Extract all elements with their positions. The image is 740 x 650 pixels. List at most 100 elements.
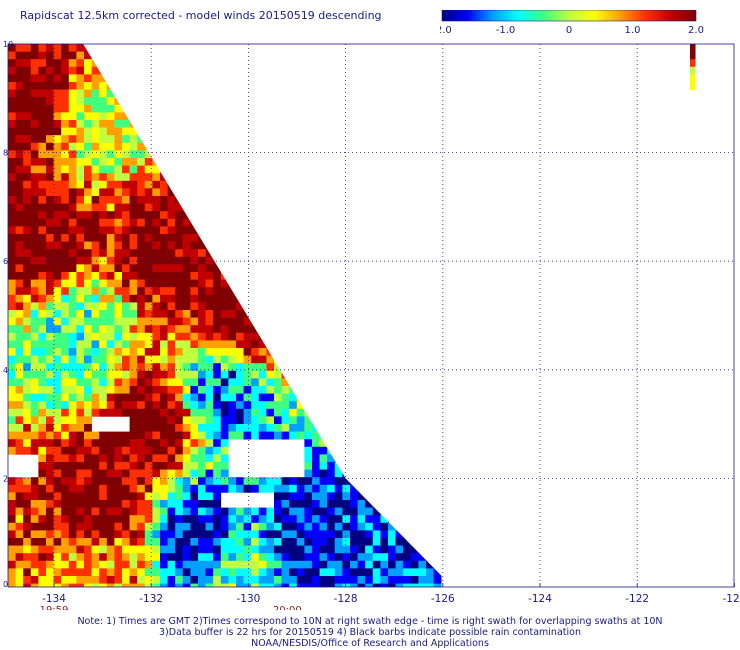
heatmap-cell [213,234,222,242]
heatmap-cell [76,553,85,562]
heatmap-cell [380,538,389,546]
heatmap-cell [418,112,427,121]
heatmap-cell [15,256,24,265]
heatmap-cell [38,51,47,60]
heatmap-cell [418,340,427,349]
heatmap-cell [713,59,721,67]
heatmap-cell [426,272,434,280]
heatmap-cell [289,500,298,508]
heatmap-cell [418,203,427,212]
heatmap-cell [144,264,153,273]
heatmap-cell [258,256,267,265]
heatmap-cell [8,310,16,318]
heatmap-cell [410,348,419,356]
heatmap-cell [243,317,252,326]
heatmap-cell [350,340,358,349]
heatmap-cell [167,332,176,341]
heatmap-cell [289,218,298,227]
heatmap-cell [274,82,282,90]
heatmap-cell [243,104,252,113]
heatmap-cell [426,150,434,159]
heatmap-cell [380,59,389,68]
heatmap-cell [410,127,419,136]
heatmap-cell [122,378,130,387]
heatmap-cell [84,256,92,265]
heatmap-cell [372,112,381,121]
heatmap-cell [114,538,123,546]
heatmap-cell [296,173,305,182]
heatmap-cell [84,294,92,303]
heatmap-cell [350,158,358,166]
heatmap-cell [106,454,115,463]
heatmap-cell [53,560,62,569]
heatmap-cell [426,515,434,524]
heatmap-cell [380,522,389,531]
heatmap-cell [129,310,138,318]
heatmap-cell [129,325,138,334]
heatmap-cell [38,241,47,250]
heatmap-cell [106,51,115,60]
heatmap-cell [23,256,32,265]
heatmap-cell [182,469,191,478]
heatmap-cell [152,287,161,296]
heatmap-cell [8,241,16,250]
heatmap-cell [152,416,161,425]
heatmap-cell [228,249,237,258]
heatmap-cell [296,515,305,524]
heatmap-cell [99,545,108,554]
heatmap-cell [388,89,396,98]
heatmap-cell [137,127,146,136]
heatmap-cell [213,264,222,273]
heatmap-cell [426,211,434,220]
heatmap-cell [258,241,267,250]
heatmap-cell [175,256,184,265]
heatmap-cell [403,431,412,440]
heatmap-cell [388,408,396,417]
heatmap-cell [236,188,244,197]
heatmap-cell [213,188,222,197]
heatmap-cell [350,454,358,463]
heatmap-cell [296,112,305,121]
heatmap-cell [304,66,313,75]
heatmap-cell [350,180,358,189]
heatmap-cell [99,256,108,265]
heatmap-cell [403,44,412,52]
heatmap-cell [190,218,199,227]
heatmap-cell [380,325,389,334]
heatmap-cell [205,127,214,136]
heatmap-cell [426,545,434,554]
heatmap-cell [30,378,39,387]
heatmap-cell [99,538,108,546]
heatmap-cell [350,401,358,410]
heatmap-cell [84,150,92,159]
heatmap-cell [53,408,62,417]
heatmap-cell [418,287,427,296]
heatmap-cell [426,500,434,508]
heatmap-cell [91,477,100,486]
heatmap-cell [266,211,275,220]
heatmap-cell [228,310,237,318]
heatmap-cell [8,97,16,106]
heatmap-cell [175,507,184,516]
heatmap-cell [23,560,32,569]
heatmap-cell [220,188,229,197]
heatmap-cell [84,530,92,539]
heatmap-cell [433,135,442,144]
heatmap-cell [258,135,267,144]
heatmap-cell [228,515,237,524]
heatmap-cell [160,522,168,531]
heatmap-cell [395,446,404,455]
heatmap-cell [350,82,358,90]
heatmap-cell [106,348,115,356]
heatmap-cell [258,507,267,516]
heatmap-cell [8,522,16,531]
heatmap-cell [53,439,62,448]
heatmap-cell [258,234,267,242]
heatmap-cell [289,89,298,98]
heatmap-cell [38,44,47,52]
heatmap-cell [205,173,214,182]
heatmap-cell [205,120,214,128]
heatmap-cell [23,568,32,577]
heatmap-cell [289,553,298,562]
heatmap-cell [388,386,396,394]
